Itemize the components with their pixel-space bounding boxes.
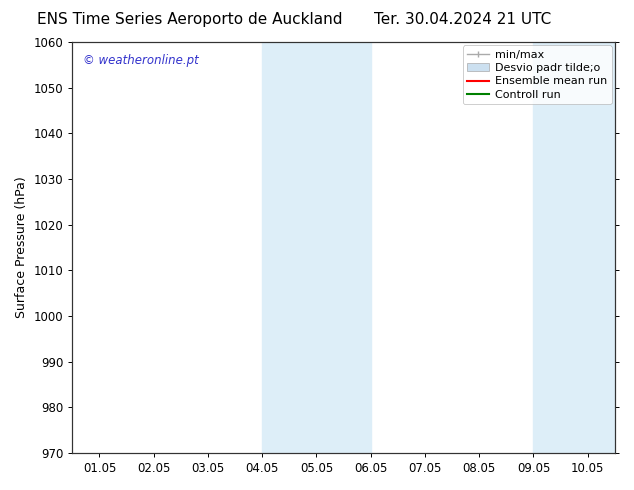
Bar	[533, 42, 615, 453]
Legend: min/max, Desvio padr tilde;o, Ensemble mean run, Controll run: min/max, Desvio padr tilde;o, Ensemble m…	[463, 46, 612, 104]
Text: ENS Time Series Aeroporto de Auckland: ENS Time Series Aeroporto de Auckland	[37, 12, 343, 27]
Y-axis label: Surface Pressure (hPa): Surface Pressure (hPa)	[15, 176, 28, 318]
Text: Ter. 30.04.2024 21 UTC: Ter. 30.04.2024 21 UTC	[374, 12, 552, 27]
Bar	[262, 42, 371, 453]
Text: © weatheronline.pt: © weatheronline.pt	[83, 54, 199, 68]
